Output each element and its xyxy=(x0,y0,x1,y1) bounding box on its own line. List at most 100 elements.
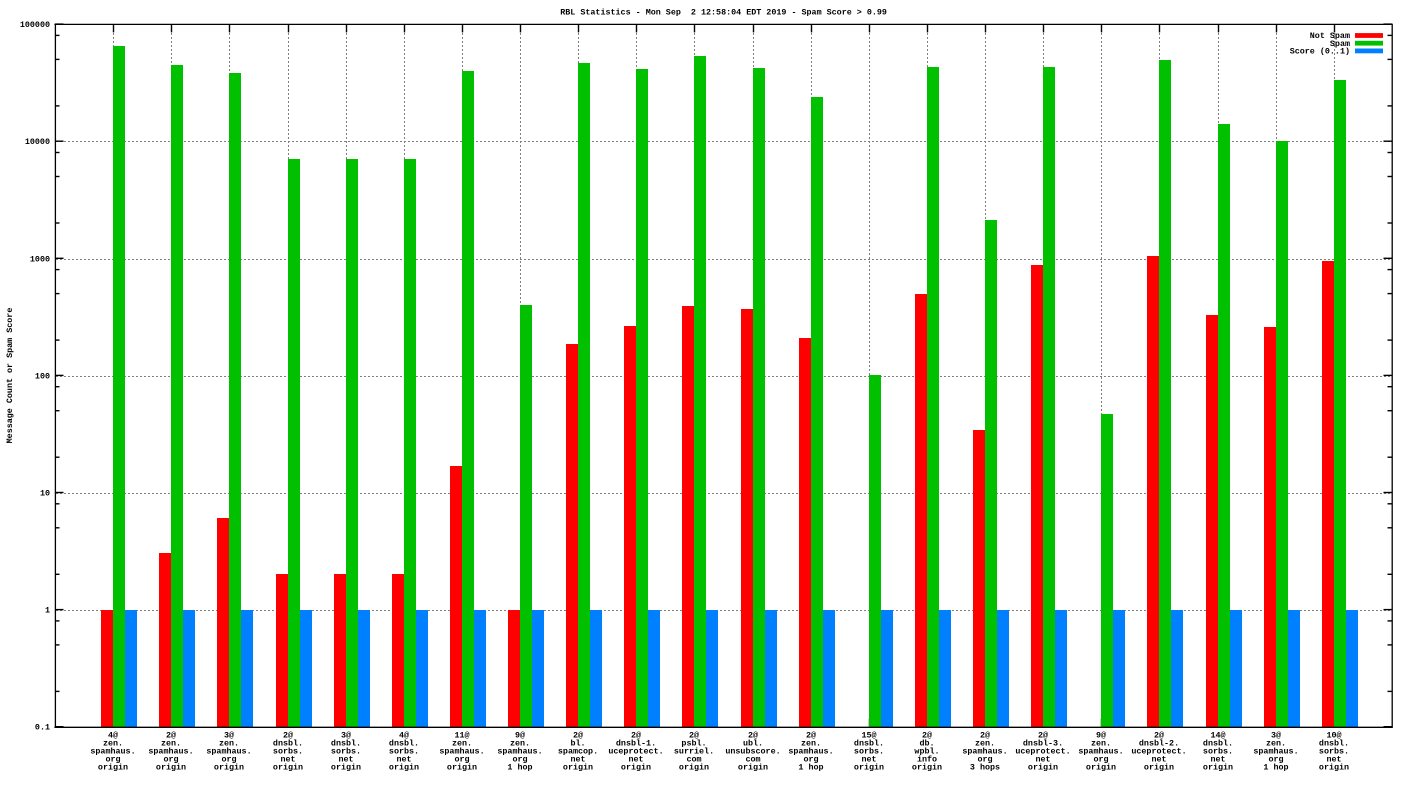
svg-text:origin: origin xyxy=(1086,763,1116,773)
svg-text:surriel.: surriel. xyxy=(674,747,714,757)
svg-text:1 hop: 1 hop xyxy=(507,763,532,773)
svg-text:10: 10 xyxy=(40,489,50,499)
svg-text:spamhaus.: spamhaus. xyxy=(1078,747,1123,757)
svg-text:unsubscore.: unsubscore. xyxy=(725,747,780,757)
svg-text:psbl.: psbl. xyxy=(681,739,706,749)
svg-text:com: com xyxy=(745,755,760,765)
svg-text:origin: origin xyxy=(273,763,303,773)
svg-text:2@: 2@ xyxy=(689,731,699,741)
svg-text:dnsbl.: dnsbl. xyxy=(854,739,884,749)
svg-text:1000: 1000 xyxy=(30,254,50,264)
svg-text:zen.: zen. xyxy=(219,739,239,749)
svg-text:0.1: 0.1 xyxy=(35,723,50,733)
svg-text:origin: origin xyxy=(563,763,593,773)
svg-text:org: org xyxy=(803,755,818,765)
svg-text:net: net xyxy=(396,755,411,765)
svg-text:origin: origin xyxy=(1319,763,1349,773)
svg-text:2@: 2@ xyxy=(748,731,758,741)
svg-text:origin: origin xyxy=(156,763,186,773)
svg-text:spamhaus.: spamhaus. xyxy=(1253,747,1298,757)
svg-text:org: org xyxy=(105,755,120,765)
svg-text:org: org xyxy=(512,755,527,765)
svg-text:org: org xyxy=(1093,755,1108,765)
svg-text:2@: 2@ xyxy=(283,731,293,741)
svg-text:15@: 15@ xyxy=(861,731,876,741)
svg-text:4@: 4@ xyxy=(108,731,118,741)
svg-text:spamcop.: spamcop. xyxy=(558,747,598,757)
svg-text:sorbs.: sorbs. xyxy=(1319,747,1349,757)
svg-text:sorbs.: sorbs. xyxy=(854,747,884,757)
svg-text:3@: 3@ xyxy=(341,731,351,741)
svg-text:origin: origin xyxy=(389,763,419,773)
svg-text:spamhaus.: spamhaus. xyxy=(788,747,833,757)
svg-text:3@: 3@ xyxy=(224,731,234,741)
svg-text:ubl.: ubl. xyxy=(743,739,763,749)
svg-text:org: org xyxy=(977,755,992,765)
svg-text:bl.: bl. xyxy=(570,739,585,749)
svg-text:net: net xyxy=(1210,755,1225,765)
svg-text:sorbs.: sorbs. xyxy=(389,747,419,757)
svg-text:zen.: zen. xyxy=(975,739,995,749)
svg-text:sorbs.: sorbs. xyxy=(1203,747,1233,757)
svg-text:100000: 100000 xyxy=(20,20,50,30)
svg-text:2@: 2@ xyxy=(631,731,641,741)
svg-text:2@: 2@ xyxy=(1154,731,1164,741)
svg-text:14@: 14@ xyxy=(1210,731,1225,741)
svg-text:dnsbl.: dnsbl. xyxy=(1319,739,1349,749)
svg-text:2@: 2@ xyxy=(1038,731,1048,741)
svg-text:org: org xyxy=(1268,755,1283,765)
svg-text:sorbs.: sorbs. xyxy=(273,747,303,757)
svg-text:zen.: zen. xyxy=(161,739,181,749)
svg-text:Score (0..1): Score (0..1) xyxy=(1290,47,1350,57)
svg-text:dnsbl.: dnsbl. xyxy=(273,739,303,749)
svg-text:sorbs.: sorbs. xyxy=(331,747,361,757)
svg-text:origin: origin xyxy=(1028,763,1058,773)
svg-text:origin: origin xyxy=(1203,763,1233,773)
svg-text:zen.: zen. xyxy=(452,739,472,749)
svg-text:uceprotect.: uceprotect. xyxy=(1131,747,1186,757)
svg-text:RBL Statistics - Mon Sep 2 12: RBL Statistics - Mon Sep 2 12:58:04 EDT … xyxy=(560,7,887,17)
svg-text:origin: origin xyxy=(447,763,477,773)
svg-text:origin: origin xyxy=(214,763,244,773)
svg-text:origin: origin xyxy=(621,763,651,773)
svg-text:uceprotect.: uceprotect. xyxy=(1015,747,1070,757)
svg-text:origin: origin xyxy=(1144,763,1174,773)
svg-text:11@: 11@ xyxy=(454,731,469,741)
svg-text:net: net xyxy=(1151,755,1166,765)
svg-text:spamhaus.: spamhaus. xyxy=(962,747,1007,757)
svg-text:origin: origin xyxy=(98,763,128,773)
svg-text:origin: origin xyxy=(912,763,942,773)
svg-text:3@: 3@ xyxy=(1271,731,1281,741)
svg-text:2@: 2@ xyxy=(573,731,583,741)
svg-text:Spam: Spam xyxy=(1330,39,1350,49)
svg-text:org: org xyxy=(163,755,178,765)
svg-text:2@: 2@ xyxy=(806,731,816,741)
svg-text:Message Count or Spam Score: Message Count or Spam Score xyxy=(5,308,15,444)
svg-text:origin: origin xyxy=(331,763,361,773)
svg-text:zen.: zen. xyxy=(103,739,123,749)
svg-text:9@: 9@ xyxy=(515,731,525,741)
svg-text:origin: origin xyxy=(854,763,884,773)
svg-text:wpbl.: wpbl. xyxy=(914,747,939,757)
svg-text:net: net xyxy=(1326,755,1341,765)
svg-text:1 hop: 1 hop xyxy=(798,763,823,773)
svg-text:net: net xyxy=(1035,755,1050,765)
svg-text:2@: 2@ xyxy=(922,731,932,741)
svg-text:zen.: zen. xyxy=(801,739,821,749)
svg-text:dnsbl-2.: dnsbl-2. xyxy=(1139,739,1179,749)
svg-text:1 hop: 1 hop xyxy=(1263,763,1288,773)
svg-text:net: net xyxy=(280,755,295,765)
svg-text:db.: db. xyxy=(919,739,934,749)
svg-text:9@: 9@ xyxy=(1096,731,1106,741)
svg-text:dnsbl.: dnsbl. xyxy=(1203,739,1233,749)
svg-text:2@: 2@ xyxy=(980,731,990,741)
svg-text:spamhaus.: spamhaus. xyxy=(148,747,193,757)
svg-text:spamhaus.: spamhaus. xyxy=(439,747,484,757)
svg-text:net: net xyxy=(861,755,876,765)
svg-text:dnsbl.: dnsbl. xyxy=(331,739,361,749)
svg-text:uceprotect.: uceprotect. xyxy=(608,747,663,757)
svg-text:4@: 4@ xyxy=(399,731,409,741)
svg-text:spamhaus.: spamhaus. xyxy=(497,747,542,757)
svg-text:10000: 10000 xyxy=(25,137,50,147)
svg-text:dnsbl.: dnsbl. xyxy=(389,739,419,749)
